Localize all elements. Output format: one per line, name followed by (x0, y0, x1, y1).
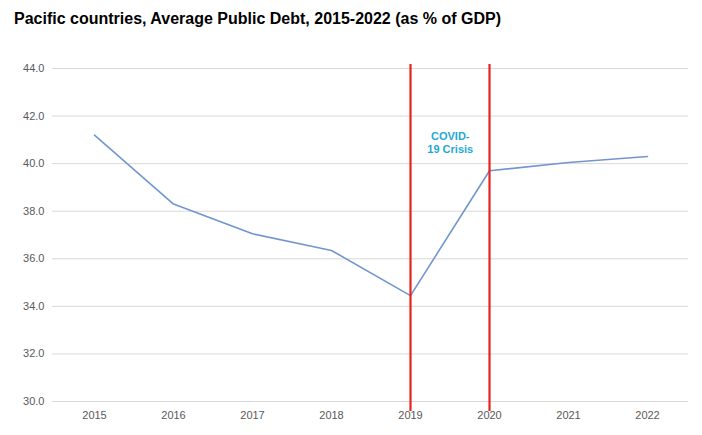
svg-text:2020: 2020 (477, 409, 501, 421)
svg-text:32.0: 32.0 (23, 347, 44, 359)
svg-text:38.0: 38.0 (23, 205, 44, 217)
svg-text:42.0: 42.0 (23, 110, 44, 122)
svg-text:2015: 2015 (82, 409, 106, 421)
svg-text:COVID-19 Crisis: COVID-19 Crisis (427, 130, 473, 155)
html-text:Pacific countries, Average Pub: Pacific countries, Average Public Debt, … (14, 10, 501, 27)
svg-text:40.0: 40.0 (23, 157, 44, 169)
svg-text:2016: 2016 (161, 409, 185, 421)
svg-text:2018: 2018 (319, 409, 343, 421)
svg-text:36.0: 36.0 (23, 252, 44, 264)
svg-text:44.0: 44.0 (23, 62, 44, 74)
svg-text:30.0: 30.0 (23, 395, 44, 407)
svg-text:2017: 2017 (240, 409, 264, 421)
svg-text:2021: 2021 (556, 409, 580, 421)
svg-text:2019: 2019 (398, 409, 422, 421)
svg-text:2022: 2022 (635, 409, 659, 421)
svg-text:34.0: 34.0 (23, 300, 44, 312)
